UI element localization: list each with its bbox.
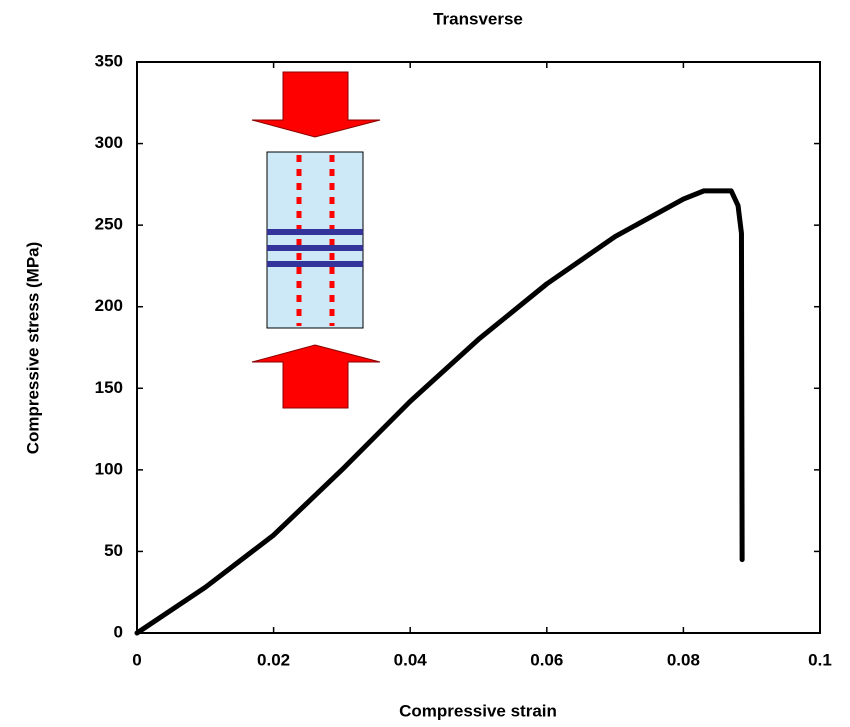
data-line [134, 188, 745, 636]
ply-band [267, 229, 363, 235]
chart-title: Transverse [433, 9, 523, 28]
y-tick-label: 350 [95, 51, 123, 70]
y-tick-label: 100 [95, 459, 123, 478]
x-tick-label: 0 [132, 650, 141, 669]
y-tick-label: 250 [95, 215, 123, 234]
specimen-diagram [251, 71, 381, 409]
y-axis-label: Compressive stress (MPa) [23, 242, 42, 455]
y-tick-label: 150 [95, 378, 123, 397]
x-tick-label: 0.02 [257, 650, 290, 669]
y-tick-label: 50 [104, 541, 123, 560]
y-tick-label: 200 [95, 296, 123, 315]
ply-band [267, 261, 363, 267]
x-tick-label: 0.04 [394, 650, 428, 669]
x-tick-label: 0.08 [667, 650, 700, 669]
x-tick-label: 0.06 [530, 650, 563, 669]
specimen [266, 151, 364, 329]
arrow-top [251, 71, 381, 138]
x-tick-label: 0.1 [808, 650, 832, 669]
arrow-bottom [251, 344, 381, 409]
y-tick-label: 0 [114, 622, 123, 641]
y-tick-label: 300 [95, 133, 123, 152]
x-axis-label: Compressive strain [399, 701, 557, 720]
plot-frame [136, 61, 821, 634]
ply-band [267, 245, 363, 251]
